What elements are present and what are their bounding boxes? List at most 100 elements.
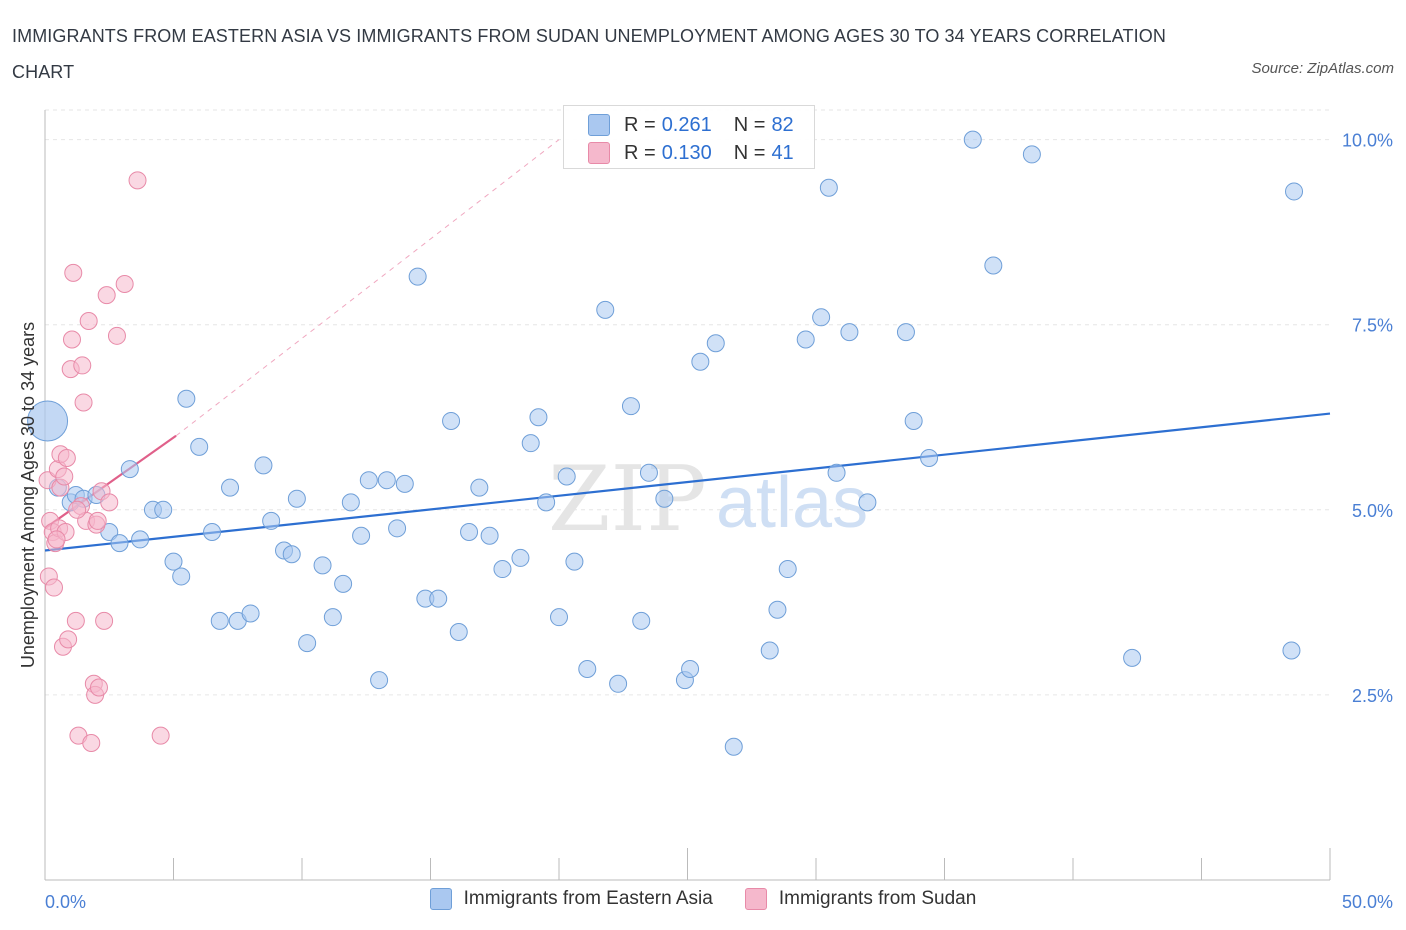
- point-1-22: [79, 312, 98, 331]
- point-1-32: [107, 326, 126, 345]
- point-0-16: [203, 523, 222, 542]
- point-0-70: [819, 178, 838, 197]
- legend-r-label: R =: [624, 113, 656, 136]
- point-0-24: [282, 545, 301, 564]
- point-0-14: [177, 389, 196, 408]
- watermark: ZIP atlas: [548, 447, 868, 552]
- point-0-11: [154, 500, 173, 519]
- point-0-37: [408, 267, 427, 286]
- legend-swatch-sudan: [588, 142, 610, 164]
- point-1-39: [47, 530, 66, 549]
- point-0-40: [442, 411, 461, 430]
- point-0-41: [449, 622, 468, 641]
- point-0-63: [706, 334, 725, 353]
- chart-title: IMMIGRANTS FROM EASTERN ASIA VS IMMIGRAN…: [12, 26, 1166, 82]
- point-0-26: [298, 634, 317, 653]
- point-0-34: [377, 471, 396, 490]
- point-0-43: [470, 478, 489, 497]
- legend-n-label: N =: [733, 141, 766, 164]
- point-0-36: [395, 474, 414, 493]
- point-0-33: [370, 671, 389, 690]
- point-0-49: [537, 493, 556, 512]
- point-1-15: [64, 263, 83, 282]
- point-0-47: [521, 434, 540, 453]
- point-0-21: [254, 456, 273, 475]
- point-1-27: [89, 678, 108, 697]
- point-0-25: [287, 489, 306, 508]
- point-1-16: [66, 611, 85, 630]
- point-1-10: [55, 467, 74, 486]
- point-1-37: [68, 500, 87, 519]
- grid-lines: [45, 109, 1330, 696]
- point-0-59: [655, 489, 674, 508]
- series-1-points: [38, 171, 170, 753]
- point-1-40: [57, 448, 76, 467]
- point-1-29: [95, 611, 114, 630]
- legend-n-value-eastern-asia: 82: [771, 113, 794, 136]
- point-0-55: [609, 674, 628, 693]
- point-0-79: [1022, 145, 1041, 164]
- point-1-38: [88, 511, 107, 530]
- axes: [44, 110, 1331, 881]
- point-0-7: [110, 534, 129, 553]
- point-0-44: [480, 526, 499, 545]
- trend-line-0: [44, 412, 1331, 552]
- legend-swatch-eastern-asia: [588, 114, 610, 136]
- point-0-78: [984, 256, 1003, 275]
- point-0-80: [1123, 648, 1142, 667]
- point-0-52: [565, 552, 584, 571]
- point-0-22: [262, 511, 281, 530]
- y-tick-label-2: 7.5%: [1352, 316, 1393, 336]
- legend-item-eastern-asia[interactable]: Immigrants from Eastern Asia: [429, 888, 713, 910]
- legend-item-sudan[interactable]: Immigrants from Sudan: [744, 888, 976, 910]
- point-0-48: [529, 408, 548, 427]
- trend-lines: [44, 139, 1331, 552]
- point-1-30: [97, 286, 116, 305]
- point-0-0: [27, 400, 69, 442]
- y-tick-label-3: 10.0%: [1342, 131, 1393, 151]
- legend-label-eastern-asia: Immigrants from Eastern Asia: [463, 888, 713, 909]
- legend-r-value-eastern-asia: 0.261: [661, 113, 712, 136]
- point-0-81: [1282, 641, 1301, 660]
- legend-r-label: R =: [624, 141, 656, 164]
- point-0-62: [691, 352, 710, 371]
- point-1-20: [74, 393, 93, 412]
- point-1-19: [73, 356, 92, 375]
- point-0-73: [858, 493, 877, 512]
- legend-row-eastern-asia: R = 0.261 N = 82: [588, 113, 794, 137]
- point-0-18: [221, 478, 240, 497]
- point-0-15: [190, 437, 209, 456]
- point-0-71: [827, 463, 846, 482]
- point-0-32: [359, 471, 378, 490]
- point-0-12: [164, 552, 183, 571]
- point-0-29: [334, 574, 353, 593]
- point-0-64: [724, 737, 743, 756]
- point-0-66: [768, 600, 787, 619]
- source-label: Source: ZipAtlas.com: [1251, 60, 1394, 77]
- point-0-68: [796, 330, 815, 349]
- point-0-53: [578, 659, 597, 678]
- point-1-12: [59, 630, 78, 649]
- legend-row-sudan: R = 0.130 N = 41: [588, 141, 794, 165]
- tick-labels: 2.5% 5.0% 7.5% 10.0% 0.0% 50.0%: [45, 131, 1393, 912]
- point-0-17: [210, 611, 229, 630]
- stats-legend: R = 0.261 N = 82 R = 0.130 N = 41: [563, 105, 815, 169]
- point-0-69: [812, 308, 831, 327]
- y-axis-label: Unemployment Among Ages 30 to 34 years: [18, 322, 38, 668]
- point-0-35: [388, 519, 407, 538]
- point-0-61: [681, 659, 700, 678]
- point-0-57: [632, 611, 651, 630]
- series-0-points: [27, 130, 1304, 756]
- point-0-9: [131, 530, 150, 549]
- point-0-46: [511, 548, 530, 567]
- point-0-75: [904, 411, 923, 430]
- point-0-20: [241, 604, 260, 623]
- legend-swatch-sudan: [744, 888, 767, 910]
- point-1-23: [82, 734, 101, 753]
- legend-n-value-sudan: 41: [771, 141, 794, 164]
- point-1-4: [44, 578, 63, 597]
- point-0-74: [896, 323, 915, 342]
- data-points: [27, 130, 1304, 756]
- point-0-39: [429, 589, 448, 608]
